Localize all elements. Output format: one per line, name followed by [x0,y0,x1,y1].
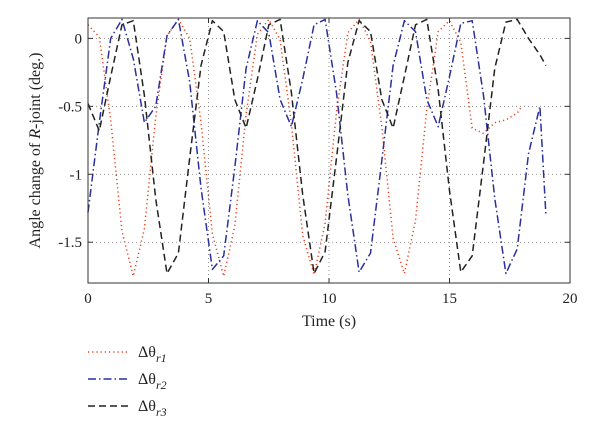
legend-label-r1: Δθr1 [138,344,167,365]
y-axis-label-after: -joint (deg.) [27,53,44,129]
legend-label-r2: Δθr2 [138,371,167,392]
x-tick-label: 5 [205,291,213,307]
y-axis-label: Angle change of R-joint (deg.) [27,53,44,249]
y-tick-label: -1.5 [58,235,82,251]
x-axis-label: Time (s) [302,313,356,330]
x-tick-label: 0 [84,291,92,307]
legend: Δθr1 Δθr2 Δθr3 [88,344,167,419]
y-tick-label: 0 [75,31,83,47]
x-tick-label: 10 [322,291,337,307]
x-tick-label: 15 [442,291,457,307]
x-tick-label: 20 [563,291,578,307]
y-axis-label-before: Angle change of [27,139,44,249]
series-line-r2 [87,18,547,275]
y-tick-label: -0.5 [58,99,82,115]
y-tick-label: -1 [70,167,83,183]
grid [88,18,570,283]
series-lines [87,18,547,277]
axis-ticks: 0 5 10 15 20 0 -0.5 -1 -1.5 [58,18,578,307]
y-axis-label-italic: R [27,129,44,140]
legend-label-r3: Δθr3 [138,398,167,419]
